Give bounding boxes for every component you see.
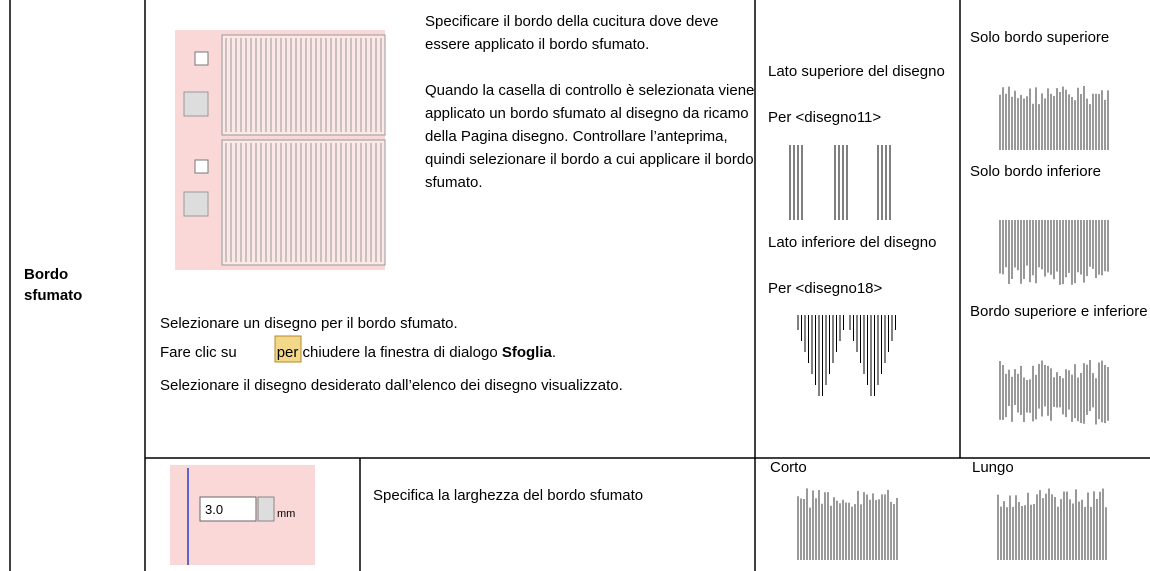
text: . [551, 344, 557, 361]
example-label: Bordo superiore e inferiore [970, 303, 1148, 320]
spin-input [199, 496, 257, 522]
preview-panel [221, 139, 386, 266]
description: Quando la casella di controllo è selezio… [425, 82, 755, 191]
checkbox [194, 159, 209, 174]
pattern-name: Per <disegno18> [768, 280, 883, 297]
checkbox [194, 51, 209, 66]
instruction: Selezionare il disegno desiderato dall’e… [160, 377, 623, 394]
text: per chiudere la finestra di dialogo [276, 344, 498, 361]
example-label: Corto [770, 459, 807, 476]
instruction: Selezionare un disegno per il bordo sfum… [160, 315, 458, 332]
side-label: Lato superiore del disegno [768, 63, 945, 80]
description: Specifica la larghezza del bordo sfumato [373, 487, 644, 504]
instruction: Fare clic su per chiudere la finestra di … [160, 341, 556, 364]
unit: mm [277, 508, 296, 520]
row-label: Bordo sfumato [24, 266, 83, 304]
folder-button [183, 91, 209, 117]
side-label: Lato inferiore del disegno [768, 234, 937, 251]
spin-buttons [257, 496, 275, 522]
folder-icon [274, 335, 302, 363]
description: Specificare il bordo della cucitura dove… [425, 13, 719, 53]
example-label: Lungo [972, 459, 1014, 476]
example-label: Solo bordo inferiore [970, 163, 1101, 180]
preview-panel [221, 34, 386, 136]
example-label: Solo bordo superiore [970, 29, 1110, 46]
input-value: 3.0 [205, 502, 224, 517]
table-borders [9, 0, 1150, 571]
pattern-name: Per <disegno11> [768, 109, 882, 126]
bold-text: Sfoglia [501, 344, 552, 361]
text: Fare clic su [160, 344, 237, 361]
folder-button [183, 191, 209, 217]
